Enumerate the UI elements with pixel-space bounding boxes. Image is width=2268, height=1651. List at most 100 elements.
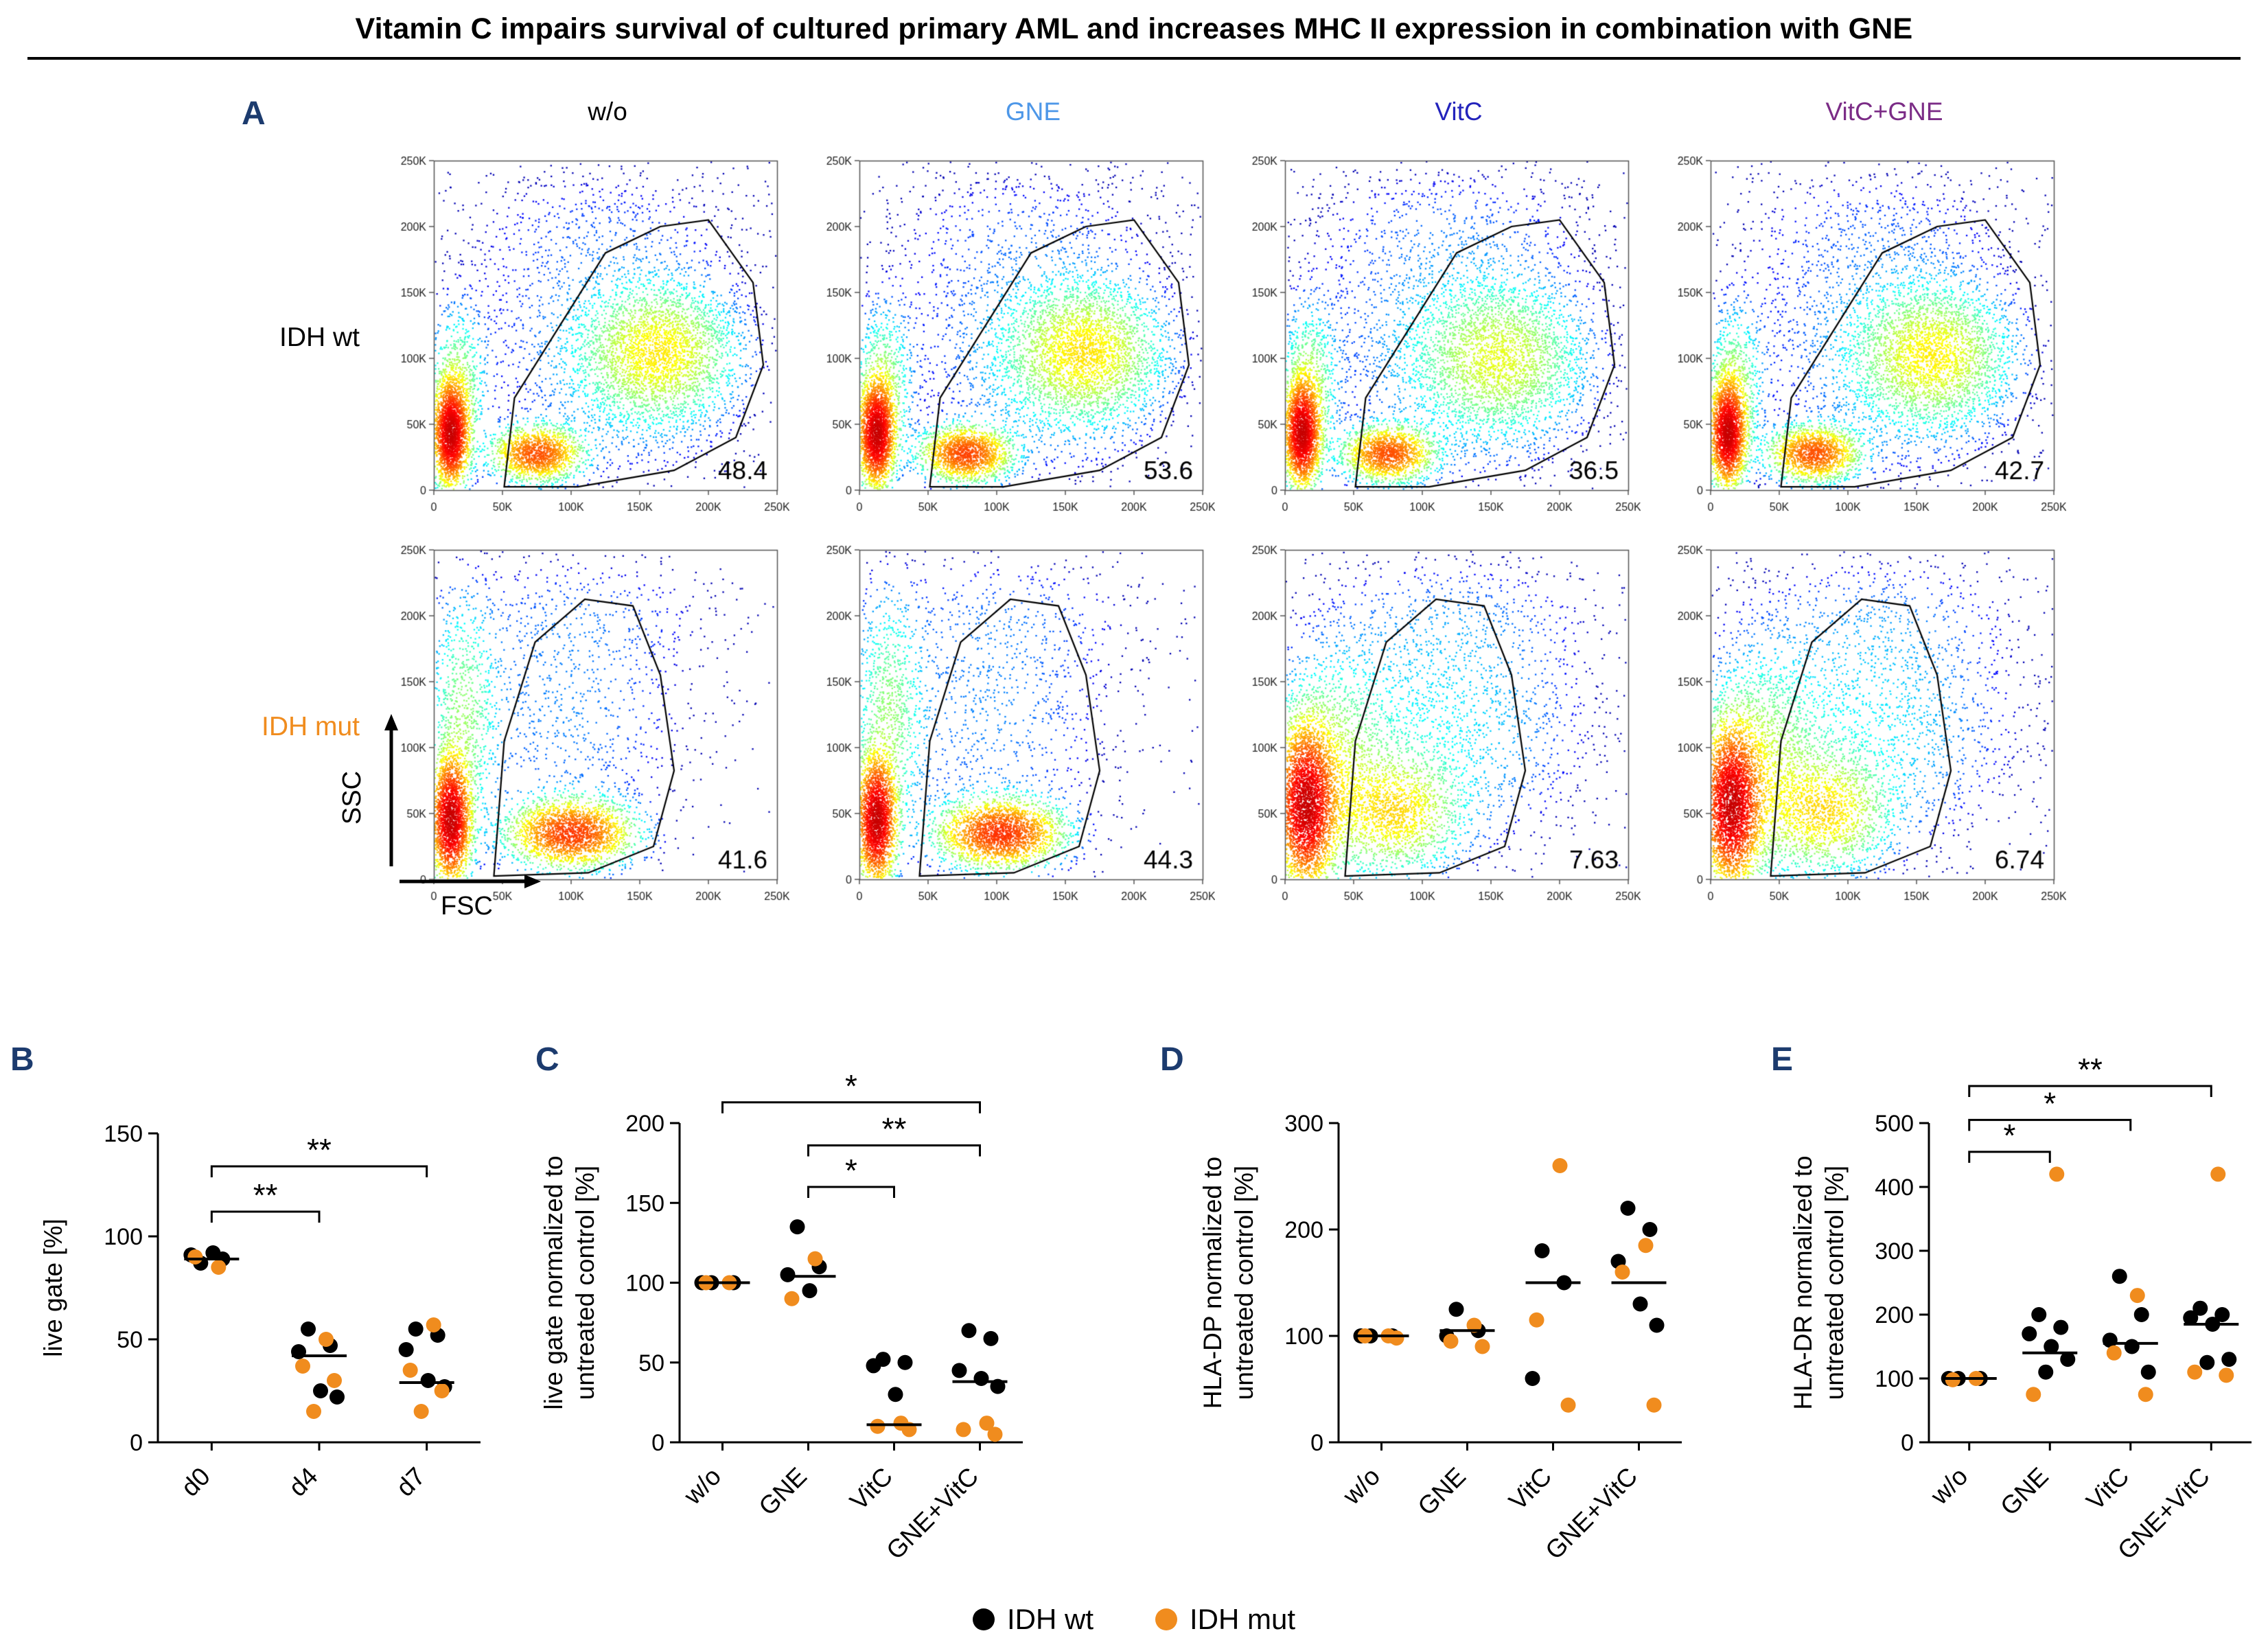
data-point-idh-mut [1466, 1317, 1482, 1333]
flow-col-header-gne: GNE [1005, 97, 1061, 126]
data-point-idh-wt [2140, 1364, 2156, 1380]
data-point-idh-mut [319, 1332, 334, 1347]
x-category-label: GNE [753, 1462, 812, 1521]
data-point-idh-wt [2102, 1332, 2118, 1348]
y-axis-label: untreated control [%] [571, 1166, 599, 1400]
significance-bracket [210, 1165, 428, 1177]
data-point-idh-wt [780, 1267, 796, 1282]
y-tick-label: 150 [625, 1190, 664, 1216]
significance-bracket [807, 1186, 895, 1198]
significance-bracket [1968, 1151, 2051, 1163]
data-point-idh-wt [1649, 1317, 1665, 1333]
data-point-idh-mut [2049, 1166, 2065, 1182]
scatter-panel-c: 0 50 100 150 200 live gate normalized to untre… [532, 1048, 1037, 1593]
data-point-idh-wt [2221, 1352, 2237, 1367]
fsc-ssc-axis-arrows: SSC FSC [338, 714, 541, 921]
y-tick-label: 0 [1310, 1430, 1323, 1456]
data-point-idh-wt [961, 1323, 977, 1339]
data-point-idh-wt [408, 1321, 424, 1337]
data-point-idh-wt [2053, 1319, 2069, 1335]
data-point-idh-wt [2124, 1339, 2140, 1354]
bottom-panels: B C D E 0 50 100 150 live gate [%] d0 d4 d7 ** **… [0, 1037, 2268, 1593]
x-category-label: d7 [391, 1462, 430, 1502]
y-axis-label: live gate [%] [39, 1219, 67, 1357]
data-point-idh-wt [2044, 1339, 2059, 1354]
scatter-chart-c: 0 50 100 150 200 live gate normalized to untre… [540, 1068, 1023, 1565]
data-point-idh-wt [301, 1321, 316, 1337]
x-category-label: w/o [678, 1462, 726, 1510]
significance-bracket [1968, 1085, 2212, 1098]
legend-label-idh-mut: IDH mut [1189, 1603, 1295, 1635]
data-point-idh-mut [1529, 1312, 1544, 1328]
data-point-idh-wt [2060, 1352, 2076, 1367]
flow-plot-idh-wt-vitc [1229, 150, 1641, 524]
scatter-panel-d: 0 100 200 300 HLA-DP normalized to untreated … [1191, 1096, 1696, 1593]
data-point-idh-mut [1474, 1339, 1490, 1354]
x-category-label: d4 [284, 1462, 323, 1502]
x-category-label: GNE [1412, 1462, 1471, 1521]
data-point-idh-wt [1642, 1222, 1658, 1237]
data-point-idh-wt [1525, 1371, 1540, 1386]
x-category-label: GNE [1995, 1462, 2054, 1521]
flow-plot-idh-wt-gne [803, 150, 1215, 524]
significance-bracket [1968, 1118, 2132, 1131]
flow-col-header-vitc: VitC [1435, 97, 1483, 126]
flow-col-header-w-o: w/o [588, 97, 627, 126]
flow-plot-cell [1229, 150, 1654, 524]
data-point-idh-wt [1534, 1243, 1550, 1258]
scatter-chart-d: 0 100 200 300 HLA-DP normalized to untreated … [1199, 1111, 1682, 1565]
data-point-idh-wt [398, 1342, 414, 1357]
y-axis-label: untreated control [%] [1820, 1166, 1849, 1400]
flow-plot-idh-mut-gne [803, 540, 1215, 914]
y-tick-label: 300 [1875, 1238, 1914, 1265]
significance-bracket [210, 1210, 321, 1223]
significance-bracket [807, 1144, 981, 1157]
data-point-idh-mut [2106, 1345, 2122, 1361]
x-category-label: d0 [176, 1462, 216, 1502]
data-point-idh-wt [888, 1387, 903, 1402]
idh-wt-dot-icon [972, 1608, 995, 1630]
flow-plot-idh-wt-vitc-gne [1654, 150, 2066, 524]
data-point-idh-wt [2022, 1326, 2037, 1341]
data-point-idh-wt [1448, 1302, 1464, 1317]
y-tick-label: 200 [1284, 1217, 1323, 1243]
y-tick-label: 300 [1284, 1111, 1323, 1137]
data-point-idh-wt [205, 1245, 221, 1260]
y-tick-label: 50 [638, 1350, 664, 1376]
panel-label-a: A [242, 95, 266, 132]
data-point-idh-mut [870, 1418, 886, 1434]
y-tick-label: 50 [117, 1327, 143, 1353]
data-point-idh-mut [306, 1404, 321, 1419]
scatter-panel-e: 0 100 200 300 400 500 HLA-DR normalized to untr… [1781, 1051, 2265, 1593]
flow-plot-cell [378, 150, 803, 524]
data-point-idh-mut [2187, 1364, 2203, 1380]
x-category-label: VitC [2081, 1462, 2134, 1516]
flow-plot-cell [803, 150, 1229, 524]
y-tick-label: 200 [1875, 1302, 1914, 1328]
idh-mut-dot-icon [1155, 1608, 1177, 1630]
data-point-idh-wt [951, 1363, 967, 1378]
data-point-idh-wt [313, 1383, 328, 1398]
significance-stars: ** [882, 1111, 907, 1147]
x-category-label: GNE+VitC [881, 1462, 984, 1565]
significance-stars: ** [307, 1132, 332, 1168]
data-point-idh-mut [295, 1359, 310, 1374]
y-axis-label: untreated control [%] [1230, 1166, 1258, 1400]
scatter-chart-e: 0 100 200 300 400 500 HLA-DR normalized to untr… [1789, 1052, 2252, 1565]
significance-bracket [721, 1101, 981, 1113]
flow-plot-idh-mut-vitc [1229, 540, 1641, 914]
x-category-label: VitC [1503, 1462, 1557, 1516]
data-point-idh-mut [413, 1404, 429, 1419]
scatter-chart-b: 0 50 100 150 live gate [%] d0 d4 d7 ** ** [39, 1121, 481, 1502]
data-point-idh-mut [402, 1363, 418, 1378]
y-tick-label: 0 [1901, 1430, 1914, 1456]
data-point-idh-mut [1560, 1397, 1576, 1413]
figure-legend: IDH wt IDH mut [0, 1603, 2268, 1636]
panel-label-b: B [10, 1041, 34, 1078]
flow-plot-idh-mut-vitc-gne [1654, 540, 2066, 914]
panel-label-d: D [1160, 1041, 1184, 1078]
y-axis-label: HLA-DR normalized to [1789, 1155, 1817, 1409]
flow-plot-idh-mut-w-o [378, 540, 789, 914]
flow-plot-idh-wt-w-o [378, 150, 789, 524]
data-point-idh-wt [2038, 1364, 2054, 1380]
